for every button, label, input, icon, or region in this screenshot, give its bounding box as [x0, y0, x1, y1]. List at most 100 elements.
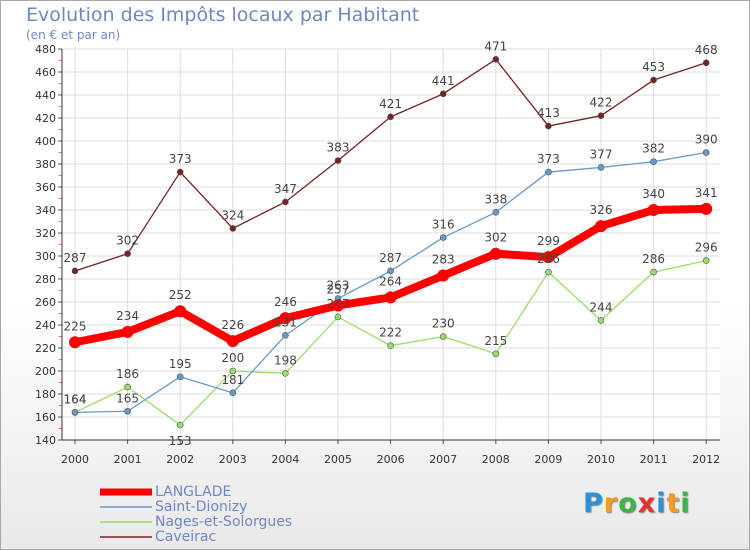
- series-point-2: [545, 268, 552, 276]
- series-point-1: [545, 168, 552, 176]
- legend-label-caveirac: Caveirac: [155, 529, 217, 545]
- x-tick-label: 2003: [219, 453, 247, 466]
- data-label: 226: [221, 318, 244, 332]
- data-label: 421: [379, 97, 402, 111]
- series-point-0: [226, 335, 239, 348]
- data-label: 186: [116, 367, 139, 381]
- series-point-2: [124, 383, 131, 391]
- x-tick-label: 2006: [377, 453, 405, 466]
- series-point-3: [387, 113, 394, 121]
- data-label: 287: [379, 251, 402, 265]
- y-tick-label: 360: [35, 181, 56, 194]
- series: [69, 56, 713, 429]
- logo-letter: i: [656, 488, 667, 519]
- data-label: 390: [695, 133, 718, 147]
- data-label: 326: [590, 203, 613, 217]
- series-point-3: [229, 225, 237, 232]
- data-label: 373: [169, 152, 192, 166]
- data-label: 164: [64, 392, 87, 406]
- series-point-2: [176, 421, 184, 429]
- series-point-3: [71, 267, 79, 275]
- legend-label-langlade: LANGLADE: [155, 484, 232, 500]
- series-point-1: [702, 149, 710, 156]
- proxiti-logo: Proxiti: [583, 488, 691, 519]
- series-point-2: [282, 369, 289, 377]
- series-point-1: [597, 164, 605, 171]
- data-label: 413: [537, 106, 560, 120]
- series-point-2: [597, 317, 605, 324]
- data-label: 231: [274, 315, 297, 329]
- legend-label-nages-et-solorgues: Nages-et-Solorgues: [155, 514, 293, 530]
- data-label: 347: [274, 182, 297, 196]
- y-tick-label: 480: [35, 43, 56, 56]
- y-tick-label: 320: [35, 227, 56, 240]
- x-tick-label: 2009: [534, 453, 562, 466]
- series-point-3: [597, 112, 605, 119]
- series-point-1: [282, 332, 289, 339]
- data-label: 153: [169, 434, 192, 448]
- data-label: 263: [327, 279, 350, 293]
- series-point-0: [437, 269, 450, 282]
- data-label: 257: [327, 282, 350, 296]
- data-label: 340: [642, 187, 665, 201]
- data-label: 441: [432, 74, 455, 88]
- legend-label-saint-dionizy: Saint-Dionizy: [155, 499, 248, 515]
- series-point-2: [387, 342, 394, 350]
- logo-letter: P: [583, 488, 604, 519]
- logo-letter: t: [666, 488, 681, 519]
- y-tick-label: 200: [35, 365, 56, 378]
- data-label: 283: [432, 253, 455, 267]
- data-label: 302: [116, 234, 139, 248]
- x-tick-label: 2001: [114, 453, 142, 466]
- series-point-0: [69, 336, 81, 349]
- data-label: 302: [484, 231, 507, 245]
- data-label: 373: [537, 152, 560, 166]
- series-point-1: [71, 409, 79, 416]
- data-label: 230: [432, 317, 455, 331]
- series-point-0: [174, 305, 187, 318]
- chart-subtitle: (en € et par an): [26, 28, 121, 42]
- y-tick-label: 240: [35, 319, 56, 332]
- series-point-0: [279, 312, 292, 325]
- y-tick-label: 400: [35, 135, 56, 148]
- data-label: 246: [274, 295, 297, 309]
- y-tick-label: 140: [35, 434, 56, 447]
- x-tick-label: 2004: [271, 453, 299, 466]
- data-label: 234: [116, 309, 139, 323]
- data-label: 299: [537, 234, 560, 248]
- logo-letter: x: [637, 488, 657, 519]
- data-labels: 287 302 373 324 347 383 421 441 471 413 422 453 468 1…: [64, 39, 718, 448]
- data-label: 341: [695, 186, 718, 200]
- data-label: 377: [590, 147, 613, 161]
- series-point-1: [176, 373, 184, 381]
- legend: [100, 488, 152, 538]
- series-point-1: [492, 209, 500, 216]
- data-label: 296: [695, 241, 718, 255]
- data-label: 453: [642, 60, 665, 74]
- series-point-0: [121, 325, 134, 338]
- data-label: 286: [537, 252, 560, 266]
- data-label: 244: [590, 300, 613, 314]
- series-point-1: [650, 158, 657, 165]
- x-tick-label: 2011: [640, 453, 668, 466]
- series-point-3: [124, 250, 131, 257]
- x-tick-label: 2000: [61, 453, 89, 466]
- data-label: 165: [116, 391, 139, 405]
- series-point-0: [700, 202, 713, 215]
- series-point-0: [332, 299, 344, 312]
- series-point-1: [387, 267, 394, 275]
- series-point-3: [334, 157, 342, 164]
- data-label: 286: [642, 252, 665, 266]
- data-label: 181: [221, 373, 244, 387]
- series-point-2: [650, 268, 657, 276]
- series-point-0: [595, 220, 607, 233]
- series-point-2: [229, 367, 237, 375]
- y-tick-label: 380: [35, 158, 56, 171]
- data-label: 222: [379, 326, 402, 340]
- logo-letter: o: [618, 488, 638, 519]
- data-label: 382: [642, 142, 665, 156]
- data-label: 247: [327, 297, 350, 311]
- data-label: 383: [327, 141, 350, 155]
- data-label: 200: [221, 351, 244, 365]
- y-tick-label: 340: [35, 204, 56, 217]
